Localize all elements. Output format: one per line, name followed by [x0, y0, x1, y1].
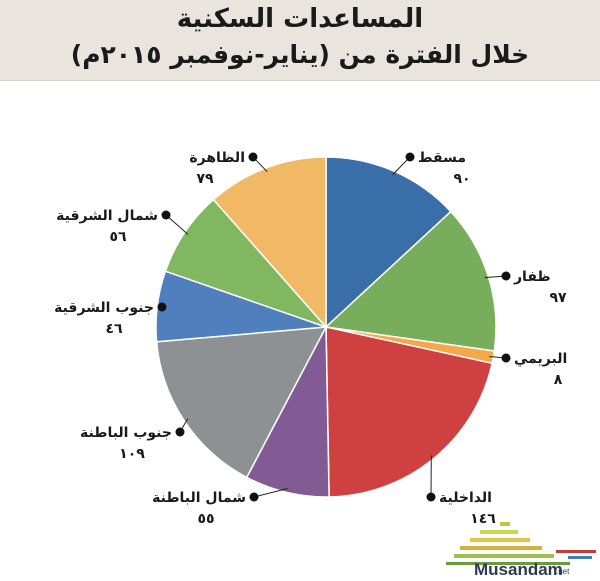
slice-value-9: ٧٩	[196, 171, 214, 187]
slice-label-5: شمال الباطنة	[152, 490, 246, 506]
slice-value-3: ٨	[554, 372, 563, 388]
slice-value-2: ٩٧	[549, 290, 567, 306]
pie-slice-9	[212, 156, 327, 329]
leader-dot-1	[405, 152, 415, 162]
chart-title: المساعدات السكنية	[176, 4, 424, 34]
slice-label-9: الظاهرة	[189, 150, 245, 166]
pie-slice-4	[325, 326, 493, 498]
leader-line-5	[253, 488, 288, 498]
slice-value-6: ١٠٩	[119, 446, 145, 462]
pie-slice-1	[325, 156, 452, 329]
slice-value-1: ٩٠	[453, 171, 470, 187]
leader-lines	[157, 152, 511, 502]
slice-label-6: جنوب الباطنة	[80, 425, 172, 441]
slice-labels: مسقط ٩٠ ظفار ٩٧ البريمي ٨ الداخلية ١٤٦ شمال البا…	[54, 150, 567, 527]
leader-dot-9	[248, 152, 258, 162]
musandam-logo	[446, 522, 596, 565]
slice-value-7: ٤٦	[105, 321, 123, 337]
leader-dot-3	[501, 353, 511, 363]
slice-label-7: جنوب الشرقية	[54, 300, 154, 316]
slice-label-3: البريمي	[514, 351, 567, 367]
pie-slice-8	[164, 198, 329, 329]
pie-slice-2	[324, 210, 497, 352]
leader-dot-6	[175, 427, 185, 437]
leader-dot-8	[161, 210, 171, 220]
leader-dot-4	[426, 492, 436, 502]
pie-slices	[155, 156, 497, 498]
leader-dot-7	[157, 302, 167, 312]
slice-label-1: مسقط	[418, 150, 466, 166]
leader-dot-5	[249, 492, 259, 502]
chart-subtitle: خلال الفترة من (يناير-نوفمبر ٢٠١٥م)	[70, 40, 530, 69]
slice-value-5: ٥٥	[197, 511, 214, 527]
pie-slice-6	[155, 326, 328, 479]
watermark-brand: Musandam	[474, 560, 563, 579]
leader-line-8	[165, 214, 189, 235]
watermark-suffix: .net	[556, 567, 570, 576]
slice-value-4: ١٤٦	[470, 511, 496, 527]
slice-label-8: شمال الشرقية	[56, 208, 158, 224]
leader-dot-2	[501, 271, 511, 281]
slice-label-2: ظفار	[513, 269, 551, 285]
slice-value-8: ٥٦	[109, 229, 127, 245]
title-band: المساعدات السكنية خلال الفترة من (يناير-…	[0, 0, 600, 81]
pie-chart: مسقط ٩٠ ظفار ٩٧ البريمي ٨ الداخلية ١٤٦ شمال البا…	[54, 150, 567, 527]
slice-label-4: الداخلية	[439, 490, 492, 506]
